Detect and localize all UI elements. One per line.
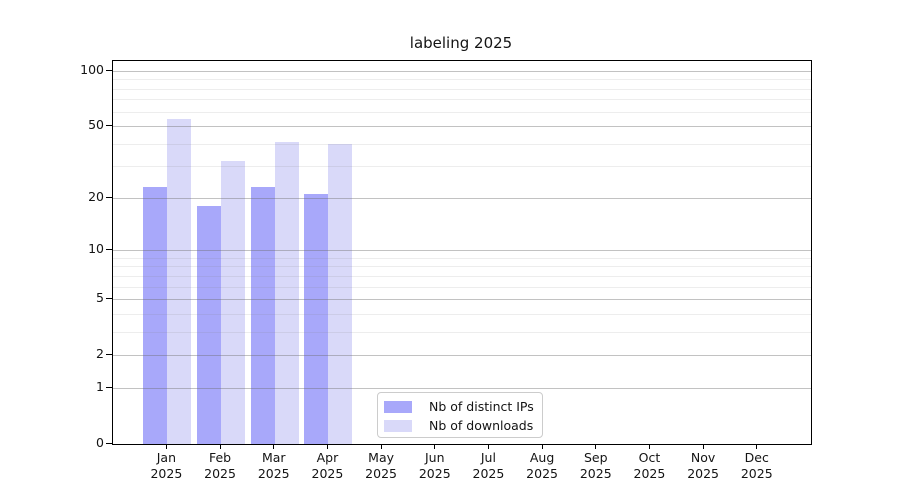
x-tick-mark: [541, 444, 543, 449]
x-axis-tick-label-year: 2025: [418, 466, 451, 481]
x-tick-mark: [165, 444, 167, 449]
legend-swatch-distinct-ips: [384, 400, 412, 413]
major-gridline: [113, 299, 811, 301]
minor-gridline: [113, 275, 811, 277]
minor-gridline: [113, 286, 811, 288]
bar-nb-of-downloads-jan: [167, 118, 192, 444]
y-axis-tick-label: 0: [96, 435, 104, 450]
minor-gridline: [113, 331, 811, 333]
y-tick-mark: [106, 298, 112, 300]
bar-nb-of-downloads-apr: [328, 143, 353, 444]
y-tick-mark: [106, 443, 112, 444]
y-tick-mark: [106, 354, 112, 356]
major-gridline: [113, 70, 811, 72]
y-tick-mark: [106, 249, 112, 251]
minor-gridline: [113, 143, 811, 145]
minor-gridline: [113, 266, 811, 268]
bar-nb-of-distinct-ips-jan: [143, 187, 168, 444]
bar-nb-of-distinct-ips-mar: [250, 187, 275, 444]
minor-gridline: [113, 111, 811, 113]
minor-gridline: [113, 166, 811, 168]
x-tick-mark: [273, 444, 275, 449]
x-tick-mark: [756, 444, 758, 449]
y-axis-tick-label: 100: [80, 61, 104, 77]
x-tick-mark: [595, 444, 597, 449]
x-axis-tick-label-year: 2025: [687, 466, 719, 481]
major-gridline: [113, 197, 811, 199]
x-tick-mark: [380, 444, 382, 449]
x-axis-tick-label-month: Mar: [261, 450, 286, 465]
x-axis-tick-label-month: Aug: [529, 450, 555, 465]
x-axis-tick-label-month: Jan: [156, 450, 177, 465]
x-axis-tick-label-month: Dec: [744, 450, 769, 465]
x-tick-mark: [487, 444, 489, 449]
bar-nb-of-distinct-ips-feb: [197, 206, 222, 444]
minor-gridline: [113, 99, 811, 101]
y-tick-mark: [106, 125, 112, 127]
y-tick-mark: [106, 69, 112, 71]
minor-gridline: [113, 313, 811, 315]
x-axis-tick-label-year: 2025: [740, 466, 773, 481]
y-axis-tick-label: 1: [96, 378, 104, 394]
x-axis-tick-label-year: 2025: [526, 466, 558, 481]
x-axis-tick-label-month: Jul: [480, 450, 496, 465]
bar-nb-of-downloads-mar: [274, 141, 299, 444]
y-tick-mark: [106, 386, 112, 388]
x-axis-tick-label-year: 2025: [579, 466, 612, 481]
x-tick-mark: [219, 444, 221, 449]
y-tick-mark: [106, 196, 112, 198]
legend-label-downloads: Nb of downloads: [429, 418, 534, 433]
x-axis-tick-label-year: 2025: [257, 466, 290, 481]
major-gridline: [113, 126, 811, 128]
x-axis-tick-label-month: May: [368, 450, 394, 465]
x-tick-mark: [648, 444, 650, 449]
legend-swatch-downloads: [384, 419, 412, 432]
x-axis-tick-label-year: 2025: [472, 466, 505, 481]
x-axis-tick-label-month: Nov: [690, 450, 716, 465]
minor-gridline: [113, 257, 811, 259]
x-axis-tick-label-month: Sep: [583, 450, 608, 465]
x-axis-tick-label-month: Jun: [424, 450, 445, 465]
x-axis-tick-label-month: Feb: [208, 450, 232, 465]
y-axis-tick-label: 50: [88, 117, 104, 133]
x-tick-mark: [434, 444, 436, 449]
plot-area: [112, 60, 812, 445]
legend-entry-distinct-ips: Nb of distinct IPs: [384, 397, 542, 416]
x-axis-tick-label-year: 2025: [633, 466, 666, 481]
minor-gridline: [113, 88, 811, 90]
major-gridline: [113, 250, 811, 252]
chart-title: labeling 2025: [409, 34, 513, 52]
legend-label-distinct-ips: Nb of distinct IPs: [429, 399, 534, 414]
legend: Nb of distinct IPs Nb of downloads: [377, 392, 543, 438]
major-gridline: [113, 387, 811, 389]
y-axis-tick-label: 2: [96, 346, 104, 362]
x-axis-tick-label-month: Apr: [316, 450, 339, 465]
major-gridline: [113, 355, 811, 357]
bar-nb-of-downloads-feb: [221, 161, 246, 444]
bar-nb-of-distinct-ips-apr: [304, 194, 329, 444]
x-axis-tick-label-year: 2025: [365, 466, 397, 481]
x-tick-mark: [702, 444, 704, 449]
x-axis-tick-label-year: 2025: [150, 466, 183, 481]
y-axis-tick-label: 20: [88, 188, 104, 204]
minor-gridline: [113, 79, 811, 81]
x-axis-tick-label-month: Oct: [638, 450, 661, 465]
y-axis-tick-label: 10: [88, 241, 104, 257]
legend-entry-downloads: Nb of downloads: [384, 416, 542, 435]
y-axis-tick-label: 5: [96, 290, 104, 306]
x-axis-tick-label-year: 2025: [204, 466, 236, 481]
x-tick-mark: [326, 444, 328, 449]
x-axis-tick-label-year: 2025: [311, 466, 344, 481]
